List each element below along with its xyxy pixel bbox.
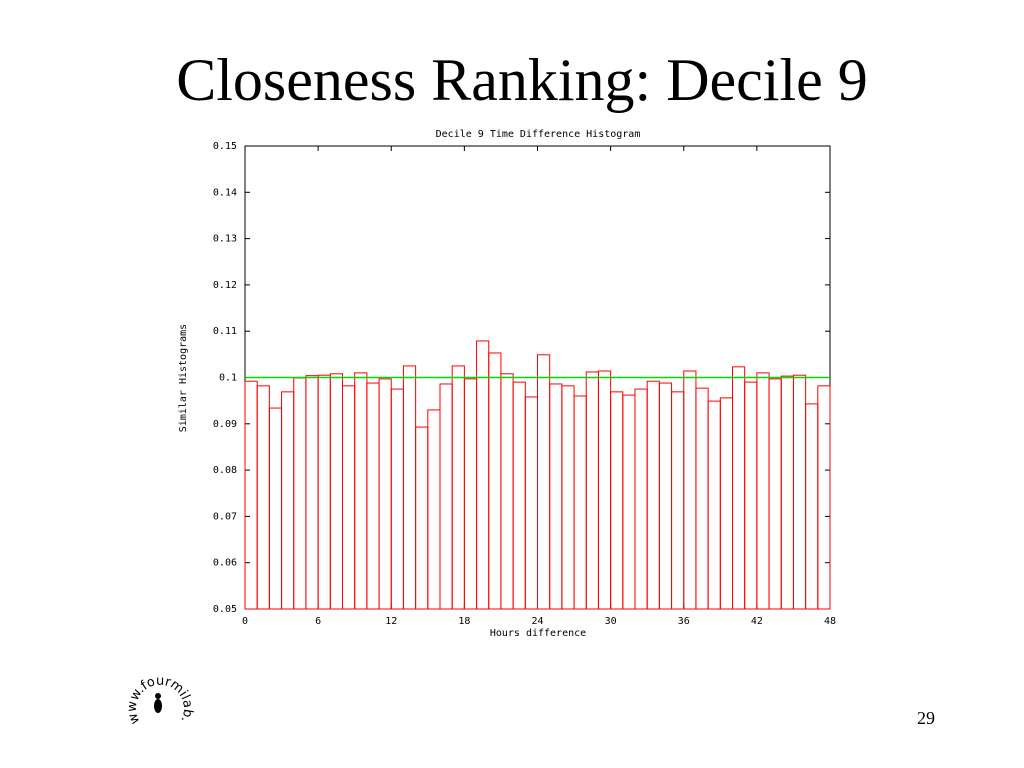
- bar: [585, 371, 599, 610]
- bar: [646, 380, 660, 610]
- y-tick-label: 0.08: [213, 465, 237, 476]
- bar: [634, 388, 648, 610]
- logo-ant: [154, 699, 162, 713]
- logo-ant-head: [155, 693, 161, 699]
- bar: [427, 409, 441, 610]
- y-tick-label: 0.12: [213, 280, 237, 291]
- bar: [707, 400, 721, 610]
- bar: [512, 381, 526, 610]
- bar: [671, 391, 685, 610]
- bar: [463, 378, 478, 610]
- bar: [768, 378, 782, 610]
- bar: [610, 391, 624, 610]
- bar: [293, 377, 307, 610]
- bar: [622, 394, 636, 610]
- bar: [524, 396, 538, 610]
- bar: [488, 352, 502, 610]
- x-tick-label: 12: [385, 616, 397, 627]
- bar: [256, 385, 270, 610]
- bar: [658, 382, 673, 610]
- bar: [549, 383, 563, 610]
- bar: [537, 354, 551, 610]
- page-number: 29: [917, 708, 935, 728]
- bar: [354, 372, 368, 610]
- y-tick-label: 0.06: [213, 558, 237, 569]
- bar: [451, 365, 465, 610]
- bar: [329, 373, 343, 610]
- logo: www.fourmilab.ch: [0, 0, 195, 726]
- bar: [342, 385, 356, 610]
- bar: [378, 378, 392, 610]
- bar: [732, 366, 746, 610]
- bar: [597, 370, 612, 610]
- x-tick-label: 24: [531, 616, 543, 627]
- y-tick-label: 0.05: [213, 604, 237, 615]
- chart-title: Decile 9 Time Difference Histogram: [436, 129, 641, 140]
- y-tick-label: 0.11: [213, 326, 237, 337]
- x-tick-label: 36: [678, 616, 690, 627]
- bar: [719, 397, 733, 610]
- logo-text: www.fourmilab.ch: [0, 0, 195, 726]
- y-tick-label: 0.14: [213, 187, 237, 198]
- bar: [415, 426, 429, 610]
- y-tick-label: 0.15: [213, 141, 237, 152]
- bar: [390, 388, 404, 610]
- bar: [476, 340, 490, 610]
- bar: [756, 372, 770, 610]
- bar: [281, 391, 295, 610]
- x-tick-label: 48: [824, 616, 836, 627]
- y-tick-label: 0.07: [213, 511, 237, 522]
- bar: [317, 374, 331, 610]
- slide-title: Closeness Ranking: Decile 9: [176, 47, 868, 113]
- x-tick-label: 42: [751, 616, 763, 627]
- bar: [573, 395, 587, 610]
- bar: [244, 380, 258, 610]
- x-tick-label: 6: [315, 616, 321, 627]
- bar: [402, 365, 417, 610]
- bar: [366, 382, 380, 610]
- bar: [683, 370, 697, 610]
- bar: [305, 375, 319, 610]
- bar: [268, 407, 283, 610]
- y-tick-label: 0.1: [219, 373, 237, 384]
- bar: [805, 403, 819, 610]
- bar: [695, 387, 709, 610]
- bar: [439, 383, 453, 610]
- y-axis-label: Similar Histograms: [178, 324, 189, 432]
- y-tick-label: 0.13: [213, 234, 237, 245]
- bar: [744, 381, 758, 610]
- x-tick-label: 30: [605, 616, 617, 627]
- x-axis-label: Hours difference: [490, 628, 586, 639]
- bar: [780, 375, 794, 610]
- logo-text-path: www.fourmilab.ch: [0, 0, 195, 726]
- bar: [500, 373, 514, 610]
- x-tick-label: 18: [458, 616, 470, 627]
- bar: [792, 374, 807, 610]
- bar: [561, 385, 575, 610]
- x-tick-label: 0: [242, 616, 248, 627]
- y-tick-label: 0.09: [213, 419, 237, 430]
- bar: [817, 385, 831, 610]
